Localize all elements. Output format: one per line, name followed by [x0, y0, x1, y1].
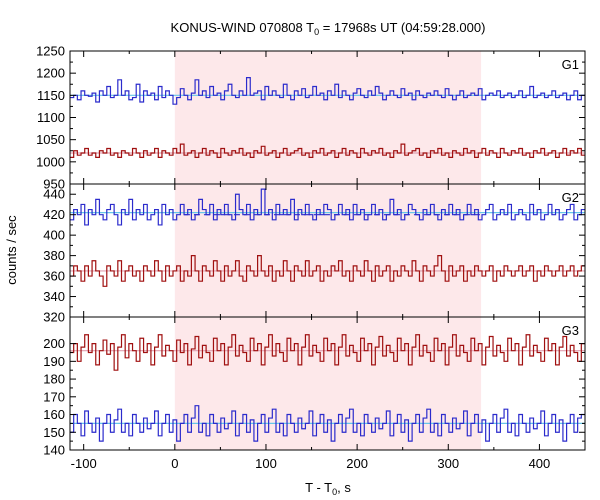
- ticks-layer: [70, 50, 586, 451]
- x-axis-label-suffix: , s: [337, 480, 351, 495]
- series-g2-blue: [70, 188, 585, 226]
- y-tick-label: 1100: [37, 110, 65, 125]
- y-tick-label: 400: [43, 228, 65, 243]
- y-tick-label: 360: [43, 269, 65, 284]
- labels-layer: 950100010501100115012001250G132034036038…: [36, 44, 579, 472]
- y-axis-label: counts / sec: [4, 215, 19, 285]
- y-tick-label: 1150: [37, 88, 65, 103]
- panel-frame-g3: [69, 316, 586, 451]
- y-tick-label: 170: [43, 389, 65, 404]
- series-g2-red: [70, 255, 585, 287]
- series-layer: [70, 77, 585, 442]
- x-tick-label: 0: [171, 456, 178, 471]
- y-tick-label: 320: [43, 310, 65, 325]
- y-tick-label: 1250: [36, 44, 65, 59]
- y-tick-label: 1200: [36, 66, 65, 81]
- chart-title-suffix: = 17968s UT (04:59:28.000): [319, 20, 485, 35]
- y-tick-label: 440: [43, 187, 65, 202]
- y-tick-label: 950: [43, 177, 65, 192]
- x-tick-label: 300: [437, 456, 459, 471]
- x-tick-label: -100: [71, 456, 97, 471]
- y-tick-label: 420: [43, 207, 65, 222]
- y-tick-label: 340: [43, 289, 65, 304]
- series-g1-red: [70, 143, 585, 158]
- y-tick-label: 1000: [36, 154, 65, 169]
- series-g3-blue: [70, 405, 585, 442]
- shaded-interval-layer: [174, 51, 482, 450]
- x-tick-label: 400: [529, 456, 551, 471]
- chart-title: KONUS-WIND 070808 T0 = 17968s UT (04:59:…: [171, 20, 486, 37]
- panel-label-g3: G3: [562, 323, 579, 338]
- series-g1-blue: [70, 77, 585, 105]
- y-tick-label: 1050: [36, 132, 65, 147]
- y-tick-label: 380: [43, 248, 65, 263]
- y-tick-label: 190: [43, 354, 65, 369]
- x-tick-label: 200: [346, 456, 368, 471]
- chart-title-prefix: KONUS-WIND 070808 T: [171, 20, 315, 35]
- chart-title-subscript: 0: [314, 27, 319, 37]
- y-tick-label: 150: [43, 425, 65, 440]
- y-tick-label: 180: [43, 372, 65, 387]
- shaded-interval: [174, 51, 482, 450]
- panel-label-g1: G1: [562, 57, 579, 72]
- y-tick-label: 200: [43, 336, 65, 351]
- x-axis-label: T - T0, s: [305, 480, 351, 497]
- x-tick-label: 100: [255, 456, 277, 471]
- y-tick-label: 140: [43, 443, 65, 458]
- panel-label-g2: G2: [562, 190, 579, 205]
- x-axis-label-subscript: 0: [332, 487, 337, 497]
- series-g3-red: [70, 334, 585, 371]
- x-axis-label-prefix: T - T: [305, 480, 332, 495]
- y-tick-label: 160: [43, 407, 65, 422]
